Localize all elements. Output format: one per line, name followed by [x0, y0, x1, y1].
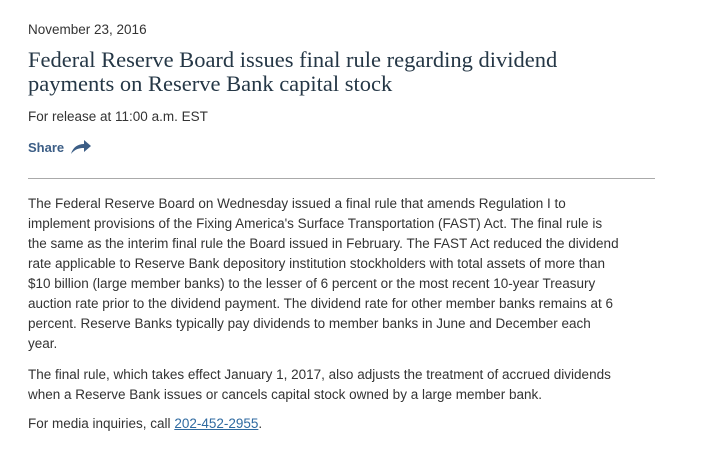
text-line: $10 billion (large member banks) to the … [28, 276, 596, 291]
share-arrow-icon [71, 140, 92, 154]
text-line: when a Reserve Bank issues or cancels ca… [28, 387, 543, 402]
phone-link[interactable]: 202-452-2955 [174, 416, 259, 431]
release-time: For release at 11:00 a.m. EST [28, 109, 208, 124]
share-label: Share [28, 139, 65, 155]
media-inquiries: For media inquiries, call 202-452-2955. [28, 414, 262, 434]
page-title: Federal Reserve Board issues final rule … [28, 48, 668, 96]
text-line: The Federal Reserve Board on Wednesday i… [28, 196, 566, 211]
media-suffix: . [258, 416, 263, 431]
body-paragraph-1: The Federal Reserve Board on Wednesday i… [28, 194, 619, 354]
media-text: For media inquiries, call [28, 416, 175, 431]
body-paragraph-2: The final rule, which takes effect Janua… [28, 365, 611, 405]
title-line: Federal Reserve Board issues final rule … [28, 47, 558, 72]
text-line: implement provisions of the Fixing Ameri… [28, 216, 603, 231]
text-line: the same as the interim final rule the B… [28, 236, 619, 251]
title-line: payments on Reserve Bank capital stock [28, 71, 393, 96]
text-line: rate applicable to Reserve Bank deposito… [28, 256, 606, 271]
text-line: year. [28, 336, 58, 351]
divider [28, 178, 655, 179]
release-date: November 23, 2016 [28, 22, 147, 37]
share-button[interactable]: Share [28, 139, 92, 155]
text-line: The final rule, which takes effect Janua… [28, 367, 611, 382]
text-line: percent. Reserve Banks typically pay div… [28, 316, 591, 331]
text-line: auction rate prior to the dividend payme… [28, 296, 614, 311]
